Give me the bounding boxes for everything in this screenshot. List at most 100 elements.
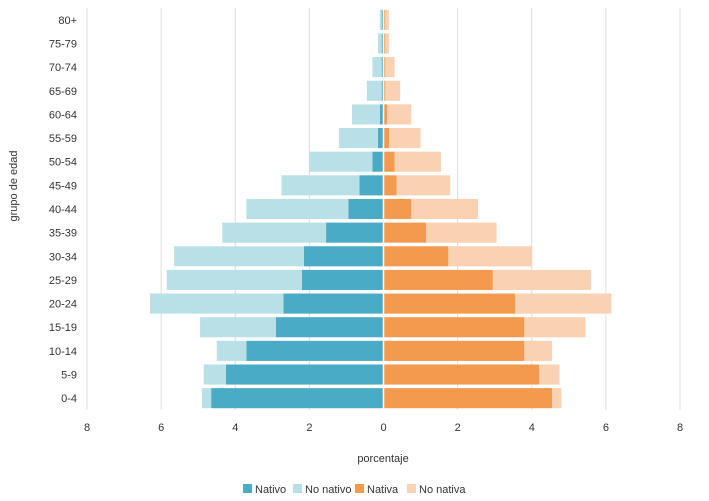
bar-no-nativa: [385, 57, 395, 78]
y-tick-label: 10-14: [49, 346, 77, 358]
bar-nativa: [383, 269, 493, 290]
bar-nativa: [383, 9, 386, 30]
bar-no-nativa: [552, 388, 562, 409]
bars-group: [150, 9, 612, 409]
x-tick-label: 6: [603, 422, 609, 434]
bar-no-nativo: [201, 388, 212, 409]
bar-nativo: [301, 269, 384, 290]
bar-no-nativo: [281, 175, 360, 196]
bar-no-nativo: [372, 57, 382, 78]
legend-label: No nativa: [419, 484, 466, 496]
bar-no-nativa: [539, 364, 560, 385]
y-tick-label: 45-49: [49, 180, 77, 192]
bar-no-nativo: [309, 151, 373, 172]
y-tick-label: 15-19: [49, 322, 77, 334]
legend-swatch: [355, 484, 364, 493]
bar-no-nativo: [339, 128, 378, 149]
bar-no-nativa: [448, 246, 532, 267]
y-tick-label: 40-44: [49, 204, 77, 216]
y-tick-label: 65-69: [49, 86, 77, 98]
bar-nativo: [381, 80, 384, 101]
bar-nativa: [383, 317, 525, 338]
bar-no-nativa: [396, 175, 451, 196]
legend-swatch: [293, 484, 302, 493]
bar-no-nativa: [385, 33, 390, 54]
y-tick-label: 25-29: [49, 275, 77, 287]
bar-nativo: [225, 364, 384, 385]
y-tick-label: 0-4: [61, 393, 77, 405]
x-tick-label: 8: [84, 422, 90, 434]
legend-swatch: [407, 484, 416, 493]
y-tick-labels: 80+ 75-79 70-74 65-69 60-64 55-59 50-54 45-49 40…: [49, 15, 77, 405]
y-tick-label: 70-74: [49, 62, 77, 74]
x-tick-label: 2: [455, 422, 461, 434]
legend: Nativo No nativo Nativa No nativa: [243, 484, 466, 496]
bar-nativa: [383, 198, 412, 220]
legend-label: No nativo: [305, 484, 351, 496]
bar-nativa: [383, 388, 553, 409]
bar-no-nativo: [174, 246, 304, 267]
bar-nativa: [383, 80, 386, 101]
bar-no-nativo: [377, 33, 382, 54]
bar-nativo: [283, 293, 384, 314]
x-tick-label: 4: [529, 422, 535, 434]
bar-nativa: [383, 246, 449, 267]
bar-no-nativo: [150, 293, 284, 314]
bar-no-nativa: [524, 317, 586, 338]
bar-no-nativa: [426, 222, 497, 243]
y-tick-label: 60-64: [49, 109, 77, 121]
bar-no-nativo: [379, 9, 382, 30]
x-tick-label: 0: [380, 422, 386, 434]
bar-no-nativa: [389, 128, 421, 149]
bar-nativo: [381, 9, 384, 30]
bar-no-nativo: [351, 104, 380, 125]
x-tick-label: 8: [677, 422, 683, 434]
bar-no-nativa: [387, 104, 412, 125]
bar-no-nativa: [385, 9, 390, 30]
bar-nativo: [381, 33, 384, 54]
bar-nativa: [383, 104, 388, 125]
y-tick-label: 80+: [58, 15, 77, 27]
bar-nativa: [383, 364, 540, 385]
y-tick-label: 50-54: [49, 157, 77, 169]
bar-nativa: [383, 33, 386, 54]
bar-nativo: [246, 340, 384, 361]
x-tick-label: 6: [158, 422, 164, 434]
bar-no-nativo: [166, 269, 302, 290]
y-tick-label: 30-34: [49, 251, 77, 263]
y-tick-label: 35-39: [49, 228, 77, 240]
bar-no-nativa: [411, 198, 479, 220]
bar-nativa: [383, 57, 386, 78]
bar-no-nativa: [394, 151, 441, 172]
y-tick-label: 20-24: [49, 299, 77, 311]
x-tick-labels: 8 6 4 2 0 2 4 6 8: [84, 422, 683, 434]
bar-nativa: [383, 151, 395, 172]
bar-nativo: [381, 57, 384, 78]
legend-swatch: [243, 484, 252, 493]
bar-nativo: [359, 175, 384, 196]
bar-nativo: [326, 222, 384, 243]
bar-no-nativo: [200, 317, 277, 338]
bar-nativa: [383, 293, 516, 314]
y-tick-label: 5-9: [61, 370, 77, 382]
bar-nativo: [211, 388, 384, 409]
x-tick-label: 2: [306, 422, 312, 434]
bar-nativo: [379, 104, 384, 125]
bar-no-nativa: [524, 340, 553, 361]
bar-no-nativo: [366, 80, 382, 101]
bar-nativo: [372, 151, 384, 172]
bar-nativa: [383, 222, 427, 243]
bar-nativo: [276, 317, 384, 338]
bar-no-nativa: [515, 293, 612, 314]
bar-no-nativo: [203, 364, 226, 385]
bar-nativa: [383, 340, 525, 361]
bar-nativo: [303, 246, 384, 267]
x-tick-label: 4: [232, 422, 238, 434]
bar-no-nativa: [385, 80, 401, 101]
bar-nativa: [383, 175, 397, 196]
bar-nativo: [377, 128, 384, 149]
bar-no-nativo: [222, 222, 327, 243]
bar-nativa: [383, 128, 390, 149]
bar-no-nativa: [492, 269, 592, 290]
